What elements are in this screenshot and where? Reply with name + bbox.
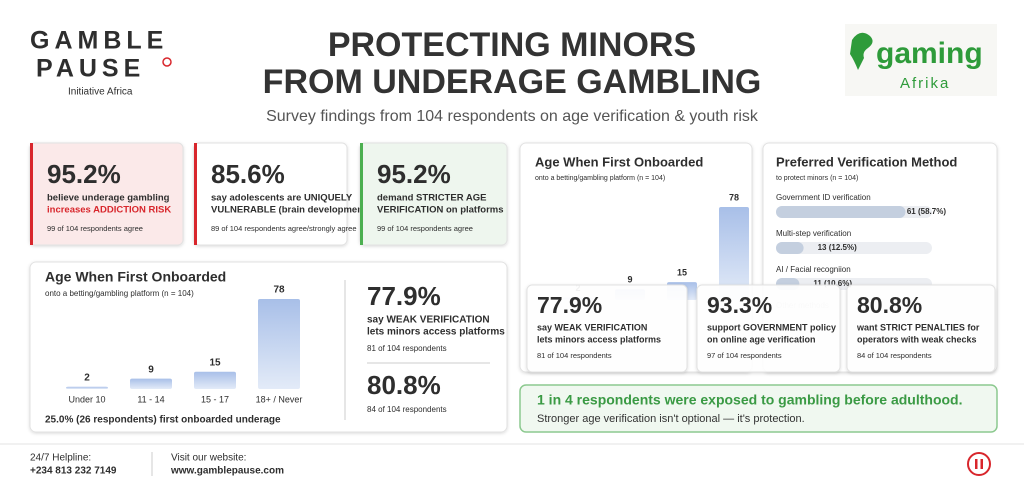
- stat-text: on online age verification: [707, 334, 816, 344]
- partner-logo: gaming Afrika: [845, 24, 997, 96]
- stat-value: 77.9%: [367, 281, 441, 311]
- chart-subtitle: onto a betting/gambling platform (n = 10…: [45, 289, 194, 298]
- card-edge: [360, 143, 363, 245]
- banner-headline: 1 in 4 respondents were exposed to gambl…: [537, 392, 963, 408]
- stat-text: lets minors access platforms: [367, 327, 505, 338]
- pause-button[interactable]: [967, 452, 991, 476]
- bar: [66, 386, 108, 389]
- pause-bar[interactable]: [980, 459, 984, 469]
- value-label: 15: [677, 267, 687, 277]
- helpline-label: 24/7 Helpline:: [30, 453, 91, 464]
- card-edge: [194, 143, 197, 245]
- value-label: 78: [729, 192, 739, 202]
- bar: [258, 299, 300, 389]
- method-label: Multi-step verification: [776, 229, 851, 238]
- value-label: 61 (58.7%): [907, 207, 946, 216]
- x-tick-label: 18+ / Never: [256, 394, 303, 404]
- stat-text: say WEAK VERIFICATION: [367, 315, 490, 326]
- value-label: 11 (10.6%): [813, 279, 852, 288]
- value-label: 2: [84, 372, 90, 383]
- stat-card: [526, 284, 688, 373]
- verification-subtitle: to protect minors (n = 104): [776, 175, 858, 182]
- stat-text: want STRICT PENALTIES for: [856, 322, 980, 332]
- banner-text: Stronger age verification isn't optional…: [537, 413, 805, 425]
- brand-bottom: PAUSE: [36, 55, 145, 83]
- value-label: 9: [627, 275, 632, 285]
- stat-text: say WEAK VERIFICATION: [537, 322, 647, 332]
- stat-text: say adolescents are UNIQUELY: [211, 193, 353, 204]
- stat-text: lets minors access platforms: [537, 334, 661, 344]
- registered-mark: [162, 57, 172, 67]
- value-label: 15: [209, 357, 221, 368]
- stat-value: 95.2%: [377, 159, 451, 189]
- pause-bar[interactable]: [975, 459, 978, 469]
- stat-cards: 95.2% believe underage gamblingincreases …: [29, 142, 508, 246]
- chart-title: Age When First Onboarded: [45, 269, 226, 285]
- bar: [776, 206, 906, 218]
- stat-value: 80.8%: [367, 370, 441, 400]
- bar-track: [776, 242, 932, 254]
- stat-note: 97 of 104 respondents: [707, 351, 782, 360]
- pause-circle[interactable]: [967, 452, 991, 476]
- stat-card: [846, 284, 996, 373]
- value-label: 78: [273, 285, 285, 296]
- card-edge: [30, 143, 33, 245]
- stat-text: demand STRICTER AGE: [377, 193, 486, 204]
- subtitle: Survey findings from 104 respondents on …: [266, 108, 759, 125]
- bar: [130, 378, 172, 389]
- bar: [194, 371, 236, 389]
- stat-value: 95.2%: [47, 159, 121, 189]
- brand-tagline: Initiative Africa: [68, 87, 133, 98]
- stat-note: 81 of 104 respondents: [367, 344, 447, 353]
- brand-logo: GAMBLE PAUSE Initiative Africa: [30, 27, 172, 98]
- partner-logo-bg: [845, 24, 997, 96]
- value-label: 13 (12.5%): [818, 243, 857, 252]
- chart-footnote: 25.0% (26 respondents) first onboarded u…: [45, 415, 281, 426]
- value-label: 9: [148, 364, 154, 375]
- panel-stat-cards: 77.9% say WEAK VERIFICATION lets minors ac…: [526, 284, 996, 373]
- africa-icon: [850, 32, 873, 70]
- stat-value: 85.6%: [211, 159, 285, 189]
- helpline: +234 813 232 7149: [30, 466, 117, 477]
- stat-text: operators with weak checks: [857, 334, 977, 344]
- stat-note: 99 of 104 respondents agree: [47, 224, 143, 233]
- method-label: AI / Facial recogniion: [776, 265, 851, 274]
- brand-top: GAMBLE: [30, 27, 168, 55]
- stat-text: believe underage gambling: [47, 193, 170, 204]
- chart-subtitle: onto a betting/gambling platform (n = 10…: [535, 175, 665, 182]
- stat-note: 84 of 104 respondents: [367, 405, 447, 414]
- bar: [776, 242, 804, 254]
- website[interactable]: www.gamblepause.com: [170, 466, 284, 477]
- bar-chart: 2 Under 10 9 11 - 14 15 15 - 17 78 18+ / Never: [66, 285, 303, 404]
- bar: [719, 207, 749, 300]
- stat-text: VULNERABLE (brain development): [211, 205, 369, 216]
- stat-note: 99 of 104 respondents agree: [377, 224, 473, 233]
- stat-note: 84 of 104 respondents: [857, 351, 932, 360]
- x-tick-label: Under 10: [68, 394, 105, 404]
- partner-name: gaming: [876, 37, 983, 70]
- verification-title: Preferred Verification Method: [776, 154, 957, 169]
- chart-title: Age When First Onboarded: [535, 154, 703, 169]
- title-line: FROM UNDERAGE GAMBLING: [263, 63, 762, 101]
- stat-text: increases ADDICTION RISK: [47, 205, 171, 216]
- x-tick-label: 11 - 14: [137, 394, 164, 404]
- website-label: Visit our website:: [171, 453, 246, 464]
- banner: [519, 384, 998, 433]
- stat-text: VERIFICATION on platforms: [377, 205, 504, 216]
- x-tick-label: 15 - 17: [201, 394, 229, 404]
- side-stats: 77.9% say WEAK VERIFICATION lets minors …: [367, 281, 505, 414]
- stat-card: [696, 284, 841, 373]
- stat-value: 77.9%: [537, 292, 602, 318]
- stat-note: 89 of 104 respondents agree/strongly agr…: [211, 224, 357, 233]
- stat-value: 80.8%: [857, 292, 922, 318]
- stat-note: 81 of 104 respondents: [537, 351, 612, 360]
- partner-sub: Afrika: [900, 75, 950, 92]
- method-label: Government ID verification: [776, 193, 871, 202]
- title-line: PROTECTING MINORS: [328, 26, 696, 64]
- stat-text: support GOVERNMENT policy: [707, 322, 836, 332]
- stat-value: 93.3%: [707, 292, 772, 318]
